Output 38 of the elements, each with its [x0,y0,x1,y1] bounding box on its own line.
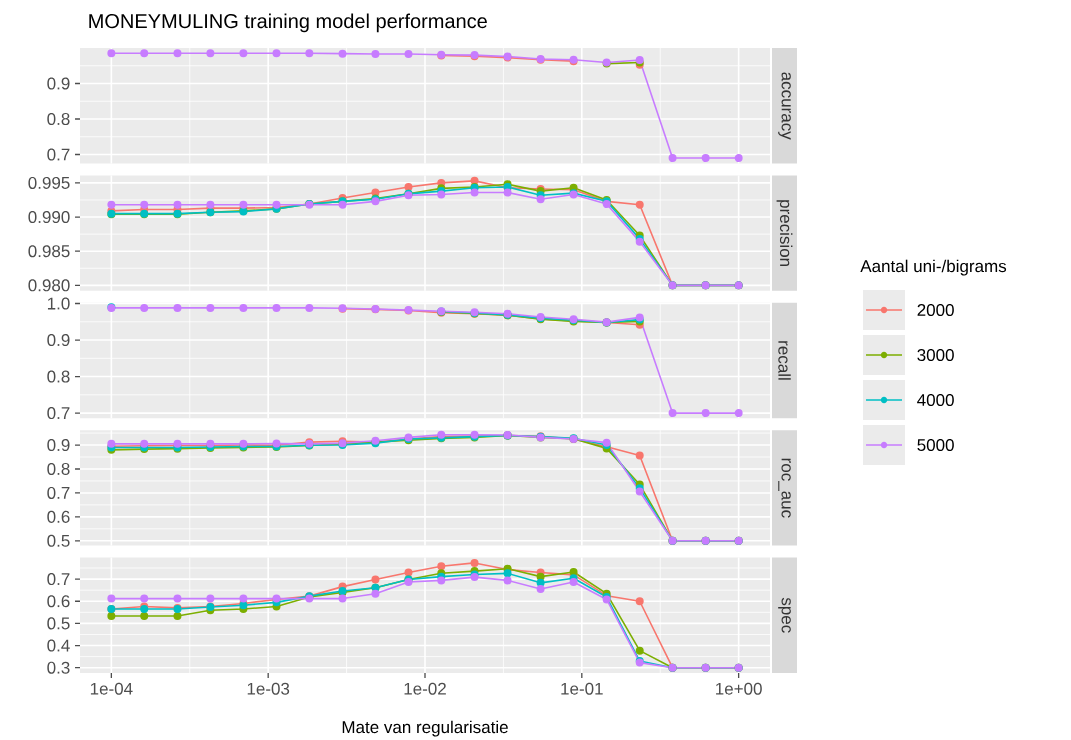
y-tick-label: 0.7 [47,573,70,586]
legend-label: 2000 [917,303,954,317]
y-tick-label: 0.4 [47,639,70,652]
text: roc_auc [778,458,791,518]
x-tick-label: 1e-03 [247,682,290,695]
y-tick-label: 0.990 [28,211,70,224]
x-tick-label: 1e-04 [90,682,133,695]
y-tick-label: 0.6 [47,510,70,523]
legend-label: 3000 [917,348,954,362]
y-tick-label: 0.8 [47,112,70,126]
text: spec [778,597,791,633]
y-tick-label: 0.5 [47,617,70,630]
y-tick-label: 0.995 [28,176,70,189]
x-tick-label: 1e-01 [561,682,603,695]
y-tick-label: 0.980 [28,279,70,292]
text: accuracy [778,72,791,140]
y-tick-label: 0.6 [47,595,70,608]
y-tick-label: 0.8 [47,462,70,475]
text: recall [778,341,791,380]
y-tick-label: 1.0 [47,297,70,310]
legend-label: 4000 [917,393,954,407]
y-tick-label: 0.7 [47,486,70,499]
legend-label: 5000 [917,438,954,452]
legend-title: Aantal uni-/bigrams [860,259,1007,276]
chart-title: MONEYMULING training model performance [89,13,487,33]
x-tick-label: 1e+00 [716,682,762,695]
y-tick-label: 0.9 [47,334,70,347]
text: precision [776,200,793,266]
x-tick-label: 1e-02 [404,682,446,695]
y-tick-label: 0.5 [47,534,70,547]
y-tick-label: 0.7 [47,148,70,161]
y-tick-label: 0.3 [47,661,70,674]
y-tick-label: 0.985 [28,245,70,258]
y-tick-label: 0.8 [47,370,70,383]
y-tick-label: 0.9 [47,77,70,90]
y-tick-label: 0.7 [47,407,70,420]
y-tick-label: 0.9 [47,439,70,452]
x-axis-title: Mate van regularisatie [342,720,508,737]
